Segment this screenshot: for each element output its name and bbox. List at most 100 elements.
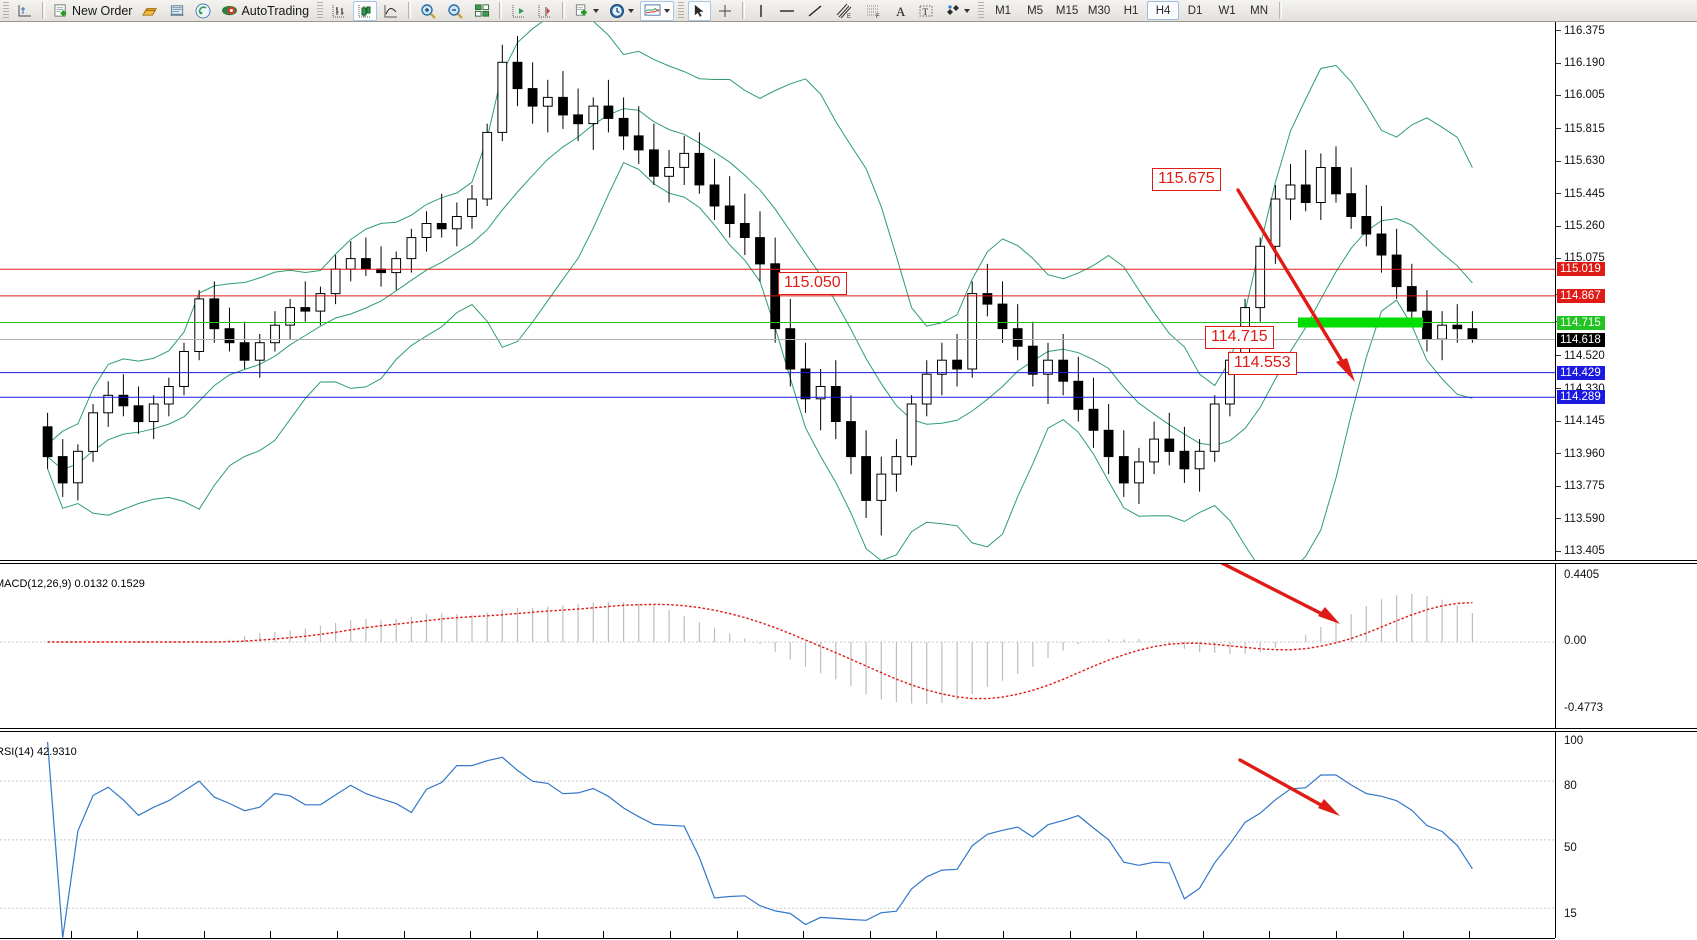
trendline-icon[interactable] xyxy=(802,1,828,21)
chevron-down-icon-4[interactable] xyxy=(964,8,971,13)
text-label-icon[interactable]: T xyxy=(914,1,938,21)
price-tick-label: 115.445 xyxy=(1556,188,1605,200)
toolbar-grip-2[interactable] xyxy=(317,2,324,19)
timeframe-button-m5[interactable]: M5 xyxy=(1027,4,1044,17)
zoom-out-icon[interactable] xyxy=(443,1,468,21)
new-order-button[interactable]: New Order xyxy=(50,1,136,21)
shift-end-icon[interactable] xyxy=(507,1,531,21)
line-chart-icon[interactable] xyxy=(379,1,403,21)
vline-icon[interactable] xyxy=(750,1,772,21)
zoom-in-icon[interactable] xyxy=(416,1,441,21)
price-tick-label: 114.520 xyxy=(1556,350,1605,362)
price-tick-label: 115.260 xyxy=(1556,220,1605,232)
time-tick-mark xyxy=(403,931,405,939)
price-badge-114715[interactable]: 114.715 xyxy=(1557,315,1605,330)
price-tick-label: 113.405 xyxy=(1556,545,1605,557)
timeframe-group: M1 M5 M15 M30 H1 H4 D1 W1 MN xyxy=(987,1,1275,20)
equidistant-channel-icon[interactable]: E xyxy=(830,1,858,21)
chart-shift-icon[interactable] xyxy=(13,1,37,21)
rsi-pane[interactable] xyxy=(0,732,1555,938)
toolbar-separator-4 xyxy=(562,2,566,19)
timeframe-button-h4[interactable]: H4 xyxy=(1147,1,1180,20)
chevron-down-icon-3[interactable] xyxy=(664,8,671,13)
price-badge-114618[interactable]: 114.618 xyxy=(1557,332,1605,347)
price-tick-label: 113.960 xyxy=(1556,448,1605,460)
shapes-icon[interactable] xyxy=(940,1,974,21)
time-tick-mark xyxy=(670,931,671,939)
time-tick-mark xyxy=(70,931,72,939)
time-tick-mark xyxy=(536,931,538,939)
rsi-tick-label: 100 xyxy=(1564,735,1584,747)
signal-icon[interactable] xyxy=(191,1,215,21)
cursor-icon[interactable] xyxy=(688,0,712,21)
price-pane[interactable] xyxy=(0,22,1555,560)
rsi-tick-label: 15 xyxy=(1564,908,1577,920)
timeframe-button-m15[interactable]: M15 xyxy=(1055,4,1079,17)
price-tick-label: 113.775 xyxy=(1556,480,1605,492)
price-axis[interactable]: 116.375 116.190 116.005 115.815 115.630 115.4… xyxy=(1555,22,1697,560)
time-tick-mark xyxy=(603,931,605,939)
main-toolbar: New Order AutoTrading xyxy=(0,0,1697,22)
timeframe-button-m30[interactable]: M30 xyxy=(1087,4,1111,17)
toolbar-separator-3 xyxy=(499,2,503,19)
auto-scroll-icon[interactable] xyxy=(533,1,557,21)
chevron-down-icon-2[interactable] xyxy=(628,8,635,13)
autotrading-label: AutoTrading xyxy=(241,3,310,18)
indicators-icon[interactable] xyxy=(570,1,603,21)
time-axis[interactable]: Dec 202123 Dec 00:0024 Dec 08:0027 Dec 1… xyxy=(0,931,1555,940)
text-icon[interactable]: A xyxy=(890,1,912,21)
timeframe-button-h1[interactable]: H1 xyxy=(1123,4,1139,17)
macd-pane[interactable] xyxy=(0,564,1555,728)
autotrading-button[interactable]: AutoTrading xyxy=(217,1,313,21)
price-tick-label: 115.815 xyxy=(1556,123,1605,135)
time-tick-mark xyxy=(1003,931,1004,939)
price-tick-label: 116.375 xyxy=(1556,25,1605,37)
time-tick-mark xyxy=(203,931,205,939)
price-annotation-115675[interactable]: 115.675 xyxy=(1152,168,1221,191)
toolbar-grip-3[interactable] xyxy=(678,2,685,19)
toolbar-grip-4[interactable] xyxy=(978,2,985,19)
timeframe-button-w1[interactable]: W1 xyxy=(1218,4,1236,17)
gold-bar-icon[interactable] xyxy=(138,1,163,21)
price-annotation-114553[interactable]: 114.553 xyxy=(1228,352,1297,375)
svg-text:E: E xyxy=(847,14,851,19)
time-tick-mark xyxy=(137,931,139,939)
time-tick-mark xyxy=(1402,931,1404,939)
time-tick-mark xyxy=(736,931,738,939)
new-order-label: New Order xyxy=(72,3,133,18)
time-tick-mark xyxy=(869,931,871,939)
price-annotation-115050[interactable]: 115.050 xyxy=(778,272,847,295)
time-tick-mark xyxy=(270,931,272,939)
svg-text:T: T xyxy=(923,7,929,17)
price-badge-114867[interactable]: 114.867 xyxy=(1557,288,1605,303)
fibonacci-icon[interactable]: F xyxy=(860,1,888,21)
market-watch-icon[interactable] xyxy=(165,1,189,21)
chevron-down-icon[interactable] xyxy=(593,8,600,13)
price-badge-114289[interactable]: 114.289 xyxy=(1557,390,1605,405)
time-tick-mark xyxy=(1269,931,1271,939)
price-tick-label: 115.075 xyxy=(1556,252,1605,264)
hline-icon[interactable] xyxy=(774,1,800,21)
toolbar-grip[interactable] xyxy=(3,2,9,19)
price-tick-label: 113.590 xyxy=(1556,513,1605,525)
crosshair-icon[interactable] xyxy=(713,1,737,21)
price-badge-114429[interactable]: 114.429 xyxy=(1557,365,1605,380)
price-annotation-114715[interactable]: 114.715 xyxy=(1205,326,1274,349)
tile-windows-icon[interactable] xyxy=(470,1,494,21)
time-tick-mark xyxy=(1202,931,1204,939)
timeframe-button-mn[interactable]: MN xyxy=(1250,4,1269,17)
timeframe-button-m1[interactable]: M1 xyxy=(995,4,1012,17)
period-icon[interactable] xyxy=(605,1,638,21)
templates-icon[interactable] xyxy=(640,0,675,21)
candlestick-icon[interactable] xyxy=(353,0,378,21)
time-tick-mark xyxy=(936,931,938,939)
price-tick-label: 116.005 xyxy=(1556,89,1605,101)
toolbar-separator xyxy=(42,2,45,19)
pane-divider-2 xyxy=(0,728,1697,729)
pane-divider-1b xyxy=(0,563,1697,564)
price-badge-115019[interactable]: 115.019 xyxy=(1557,262,1605,277)
bar-chart-icon[interactable] xyxy=(327,1,351,21)
rsi-tick-label: 50 xyxy=(1564,842,1577,854)
chart-area[interactable]: MACD(12,26,9) 0.0132 0.1529 RSI(14) 42.9… xyxy=(0,22,1697,940)
timeframe-button-d1[interactable]: D1 xyxy=(1187,4,1203,17)
